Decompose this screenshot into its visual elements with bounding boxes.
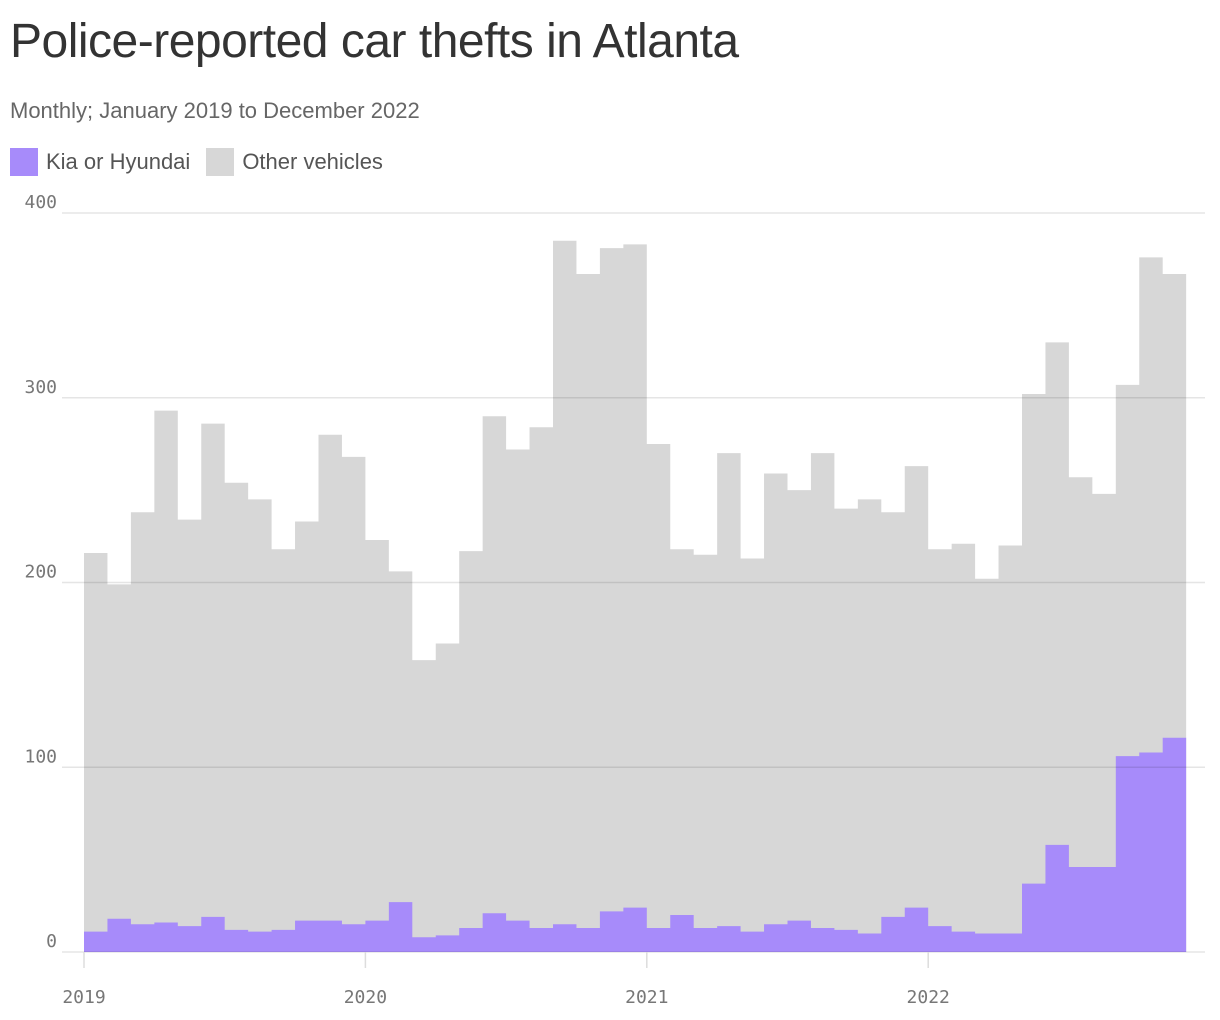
legend-label-other: Other vehicles [242, 149, 383, 174]
legend-swatch-other [206, 148, 235, 176]
series-kia-hyundai-area [84, 737, 1187, 952]
legend-item-other: Other vehicles [206, 148, 383, 176]
x-tick-label: 2021 [625, 987, 668, 1008]
y-tick-label: 200 [24, 562, 57, 583]
chart-subtitle: Monthly; January 2019 to December 2022 [10, 98, 420, 123]
x-tick-label: 2022 [907, 987, 950, 1008]
x-tick-label: 2020 [344, 987, 387, 1008]
legend: Kia or Hyundai Other vehicles [10, 148, 399, 176]
y-tick-label: 300 [24, 377, 57, 398]
y-tick-label: 100 [24, 746, 57, 767]
legend-swatch-kia [10, 148, 38, 176]
y-tick-label: 400 [24, 192, 57, 213]
y-tick-label: 0 [46, 931, 57, 952]
x-tick-label: 2019 [62, 987, 105, 1008]
legend-item-kia: Kia or Hyundai [10, 148, 190, 176]
series-other-vehicles-area [84, 240, 1187, 952]
chart-title: Police-reported car thefts in Atlanta [10, 15, 739, 68]
legend-label-kia: Kia or Hyundai [46, 149, 191, 174]
